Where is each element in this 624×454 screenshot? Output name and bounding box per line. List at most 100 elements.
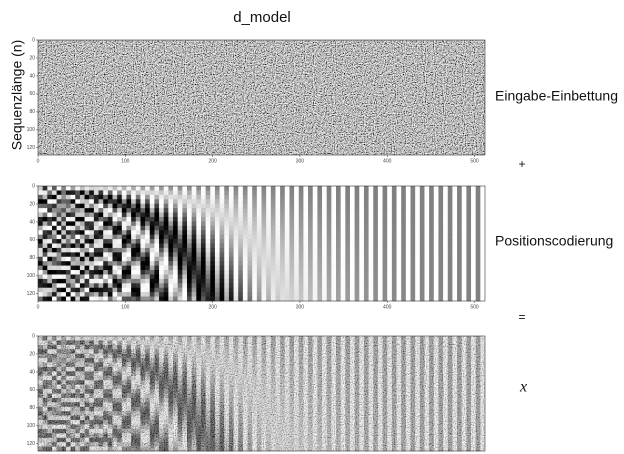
cell [285,297,290,302]
cell [159,252,164,257]
cell [401,204,406,209]
cell [66,257,71,262]
cell [313,221,318,226]
cell [117,283,122,288]
cell [280,244,285,249]
cell [341,244,346,249]
cell [462,297,467,302]
cell [452,257,457,262]
cell [210,213,215,218]
cell [355,226,360,231]
cell [206,292,211,297]
cell [66,288,71,293]
cell [154,217,159,222]
cell [327,199,332,204]
cell [387,279,392,284]
cell [192,257,197,262]
cell [154,221,159,226]
cell [443,213,448,218]
cell [80,279,85,284]
cell [38,239,43,244]
cell [126,279,131,284]
cell [164,221,169,226]
cell [415,239,420,244]
cell [322,252,327,257]
cell [369,283,374,288]
cell [131,252,136,257]
cell [345,266,350,271]
cell [448,186,453,191]
cell [75,248,80,253]
cell [280,297,285,302]
cell [150,239,155,244]
cell [443,199,448,204]
cell [289,257,294,262]
cell [476,213,481,218]
cell [47,217,52,222]
cell [103,230,108,235]
cell [164,239,169,244]
cell [131,270,136,275]
cell [113,208,118,213]
cell [364,186,369,191]
cell [131,208,136,213]
cell [257,274,262,279]
cell [420,274,425,279]
cell [173,230,178,235]
cell [411,226,416,231]
cell [303,213,308,218]
cell [275,279,280,284]
cell [168,252,173,257]
cell [71,213,76,218]
cell [136,274,141,279]
cell [85,266,90,271]
cell [80,252,85,257]
cell [61,235,66,240]
cell [359,213,364,218]
cell [336,190,341,195]
cell [103,195,108,200]
cell [471,208,476,213]
cell [462,213,467,218]
cell [224,283,229,288]
cell [317,279,322,284]
cell [448,261,453,266]
cell [457,288,462,293]
cell [420,195,425,200]
cell [52,279,57,284]
y-tick-label: 40 [29,219,35,225]
cell [275,195,280,200]
cell [438,239,443,244]
cell [238,195,243,200]
cell [182,230,187,235]
cell [303,235,308,240]
cell [66,226,71,231]
cell [373,261,378,266]
cell [220,288,225,293]
cell [313,217,318,222]
cell [196,283,201,288]
cell [448,226,453,231]
cell [336,235,341,240]
cell [411,283,416,288]
cell [466,270,471,275]
cell [187,190,192,195]
cell [397,288,402,293]
cell [327,217,332,222]
cell [411,257,416,262]
cell [136,221,141,226]
cell [378,208,383,213]
cell [145,190,150,195]
cell [373,252,378,257]
cell [452,195,457,200]
cell [336,257,341,262]
cell [457,190,462,195]
cell [387,297,392,302]
cell [350,279,355,284]
cell [61,199,66,204]
cell [434,279,439,284]
cell [126,186,131,191]
cell [94,244,99,249]
cell [466,190,471,195]
cell [392,292,397,297]
